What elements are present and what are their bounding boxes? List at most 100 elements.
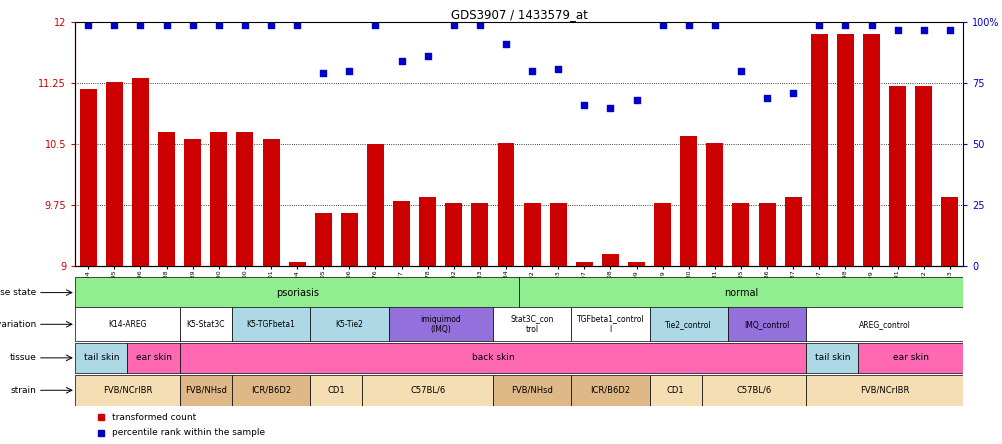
Point <box>289 21 305 28</box>
Bar <box>571 375 649 406</box>
Text: back skin: back skin <box>471 353 514 362</box>
Bar <box>393 201 410 266</box>
Point <box>706 21 722 28</box>
Point <box>811 21 827 28</box>
Bar <box>705 143 722 266</box>
Point <box>106 21 122 28</box>
Text: CD1: CD1 <box>328 386 345 395</box>
Bar <box>810 35 827 266</box>
Point <box>315 70 331 77</box>
Bar <box>679 136 696 266</box>
Bar <box>758 203 775 266</box>
Text: tail skin: tail skin <box>83 353 119 362</box>
Point <box>524 67 540 75</box>
Text: tail skin: tail skin <box>814 353 850 362</box>
Point <box>341 67 357 75</box>
Bar <box>649 375 701 406</box>
Bar <box>806 307 962 341</box>
Bar <box>701 375 806 406</box>
Text: FVB/NCrIBR: FVB/NCrIBR <box>102 386 152 395</box>
Bar <box>653 203 670 266</box>
Bar <box>627 262 644 266</box>
Bar <box>601 254 618 266</box>
Point <box>497 40 513 48</box>
Bar <box>806 375 962 406</box>
Bar <box>888 86 905 266</box>
Text: CD1: CD1 <box>666 386 683 395</box>
Text: AREG_control: AREG_control <box>858 320 910 329</box>
Text: C57BL/6: C57BL/6 <box>735 386 771 395</box>
Text: FVB/NCrIBR: FVB/NCrIBR <box>859 386 909 395</box>
Point <box>158 21 174 28</box>
Bar <box>388 307 492 341</box>
Text: normal: normal <box>723 288 758 297</box>
Bar <box>419 197 436 266</box>
Text: strain: strain <box>11 386 36 395</box>
Bar <box>784 197 801 266</box>
Point <box>837 21 853 28</box>
Bar <box>310 307 388 341</box>
Text: K5-Tie2: K5-Tie2 <box>335 320 363 329</box>
Bar <box>75 342 127 373</box>
Bar <box>184 139 201 266</box>
Point <box>236 21 253 28</box>
Text: disease state: disease state <box>0 288 36 297</box>
Point <box>132 21 148 28</box>
Bar <box>263 139 280 266</box>
Bar <box>289 262 306 266</box>
Text: ICR/B6D2: ICR/B6D2 <box>250 386 291 395</box>
Point <box>471 21 487 28</box>
Point <box>393 58 409 65</box>
Text: tissue: tissue <box>10 353 36 362</box>
Text: transformed count: transformed count <box>111 412 195 422</box>
Text: K14-AREG: K14-AREG <box>108 320 146 329</box>
Text: FVB/NHsd: FVB/NHsd <box>511 386 552 395</box>
Bar <box>731 203 748 266</box>
Bar <box>727 307 806 341</box>
Text: ICR/B6D2: ICR/B6D2 <box>590 386 630 395</box>
Point <box>184 21 200 28</box>
Bar <box>492 307 571 341</box>
Point <box>785 90 801 97</box>
Point <box>732 67 748 75</box>
Bar <box>210 132 227 266</box>
Text: FVB/NHsd: FVB/NHsd <box>184 386 226 395</box>
Text: ear skin: ear skin <box>892 353 928 362</box>
Bar <box>858 342 962 373</box>
Text: ear skin: ear skin <box>135 353 171 362</box>
Bar <box>575 262 592 266</box>
Bar <box>75 307 179 341</box>
Point <box>550 65 566 72</box>
Text: imiquimod
(IMQ): imiquimod (IMQ) <box>420 315 461 334</box>
Bar <box>471 203 488 266</box>
Point <box>210 21 226 28</box>
Bar <box>310 375 362 406</box>
Bar <box>127 342 179 373</box>
Point <box>889 26 905 33</box>
Bar <box>75 375 179 406</box>
Point <box>941 26 957 33</box>
Point <box>576 102 592 109</box>
Point <box>419 53 435 60</box>
Point <box>602 104 618 111</box>
Bar <box>341 214 358 266</box>
Bar <box>649 307 727 341</box>
Bar <box>362 375 492 406</box>
Point <box>628 97 644 104</box>
Bar <box>806 342 858 373</box>
Text: C57BL/6: C57BL/6 <box>410 386 445 395</box>
Text: genotype/variation: genotype/variation <box>0 320 36 329</box>
Text: IMQ_control: IMQ_control <box>743 320 789 329</box>
Point <box>863 21 879 28</box>
Text: Stat3C_con
trol: Stat3C_con trol <box>510 315 553 334</box>
Bar <box>236 132 254 266</box>
Bar <box>367 144 384 266</box>
Bar <box>914 86 931 266</box>
Point <box>367 21 383 28</box>
Bar <box>179 307 231 341</box>
Bar <box>315 214 332 266</box>
Text: psoriasis: psoriasis <box>276 288 319 297</box>
Bar <box>179 342 806 373</box>
Point <box>759 95 775 102</box>
Bar <box>231 375 310 406</box>
